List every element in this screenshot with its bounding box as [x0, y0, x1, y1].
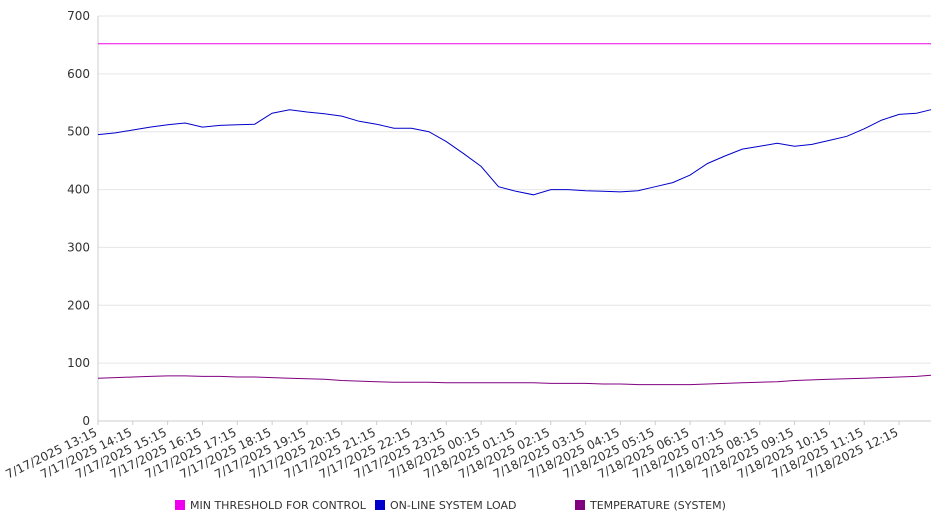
legend: MIN THRESHOLD FOR CONTROL ON-LINE SYSTEM …: [175, 499, 726, 512]
series-lines: [97, 43, 932, 386]
y-tick-label: 700: [67, 9, 90, 23]
y-tick-label: 400: [67, 183, 90, 197]
legend-item-3: TEMPERATURE (SYSTEM): [575, 499, 726, 512]
y-tick-label: 200: [67, 298, 90, 312]
legend-item-1: MIN THRESHOLD FOR CONTROL: [175, 499, 367, 512]
series-line-3: [97, 374, 932, 386]
series-line-2: [97, 109, 932, 196]
y-tick-label: 0: [82, 414, 90, 428]
y-tick-label: 600: [67, 67, 90, 81]
legend-swatch: [175, 500, 185, 510]
y-tick-label: 500: [67, 125, 90, 139]
grid-lines: [98, 15, 931, 364]
legend-swatch: [575, 500, 585, 510]
legend-swatch: [375, 500, 385, 510]
legend-item-2: ON-LINE SYSTEM LOAD: [375, 499, 516, 512]
legend-label: TEMPERATURE (SYSTEM): [589, 499, 726, 512]
y-tick-label: 300: [67, 240, 90, 254]
legend-label: MIN THRESHOLD FOR CONTROL: [190, 499, 367, 512]
y-tick-label: 100: [67, 356, 90, 370]
legend-label: ON-LINE SYSTEM LOAD: [390, 499, 516, 512]
